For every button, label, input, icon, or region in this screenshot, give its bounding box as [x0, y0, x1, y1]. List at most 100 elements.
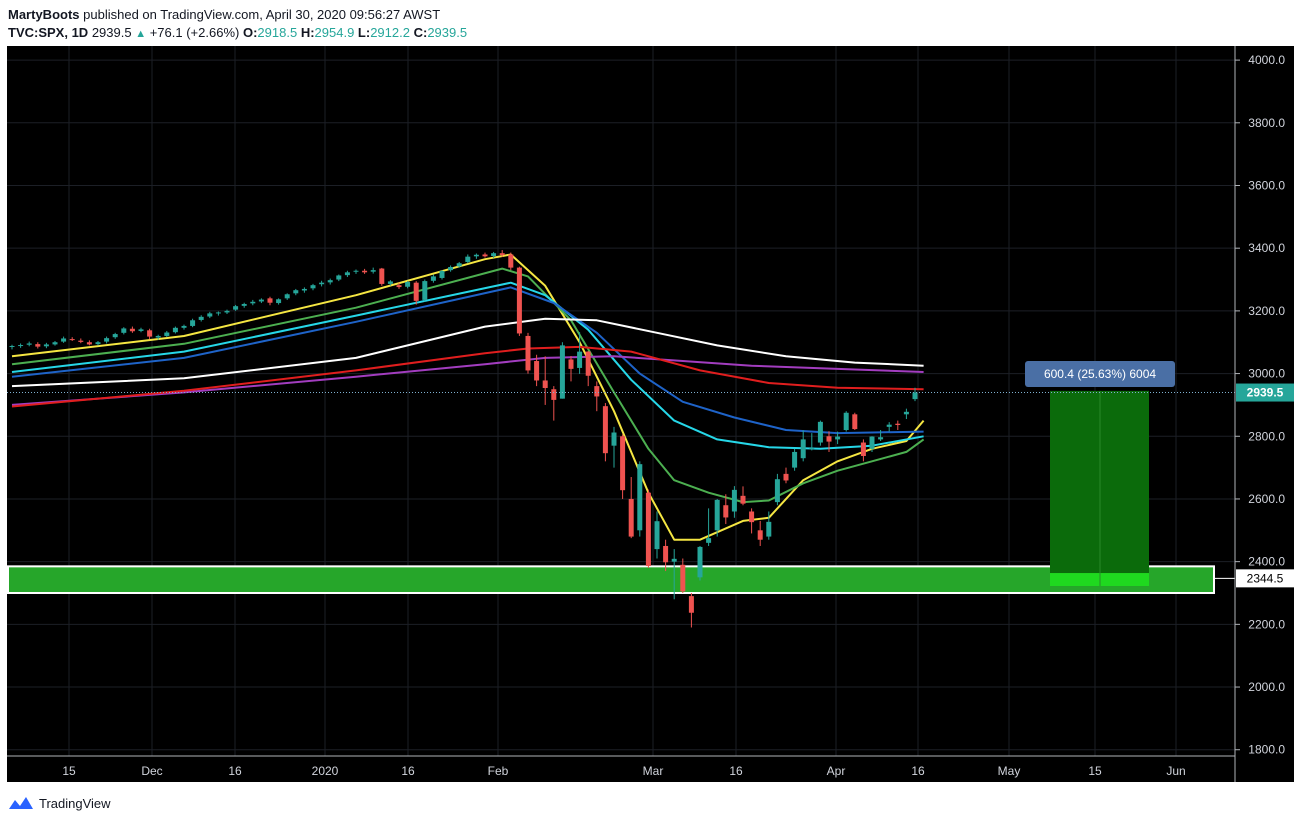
candle-body	[757, 530, 763, 540]
candle	[654, 511, 660, 559]
candle	[542, 356, 548, 405]
candle	[181, 324, 187, 330]
candle	[525, 332, 531, 374]
change-value: +76.1 (+2.66%)	[149, 25, 240, 40]
candle-body	[878, 437, 884, 440]
tradingview-brand[interactable]: TradingView	[39, 795, 111, 811]
chart-header: MartyBoots published on TradingView.com,…	[8, 6, 467, 43]
candle	[439, 270, 445, 280]
candle-body	[224, 310, 230, 313]
published-text: published on TradingView.com, April 30, …	[83, 7, 441, 22]
candle	[138, 327, 144, 333]
candle	[800, 430, 806, 462]
close-label: C:	[413, 25, 428, 40]
candle-body	[723, 505, 729, 518]
candle	[757, 520, 763, 546]
candle-body	[121, 328, 127, 333]
candle	[869, 436, 875, 452]
candle-body	[688, 596, 694, 613]
candle-body	[104, 338, 110, 342]
support-zone[interactable]	[7, 565, 1215, 594]
x-tick-label: Dec	[141, 764, 162, 778]
candle-body	[602, 406, 608, 454]
candle-body	[207, 313, 213, 317]
candle	[241, 302, 247, 308]
candle-body	[379, 268, 385, 284]
candle	[344, 270, 350, 278]
publish-line: MartyBoots published on TradingView.com,…	[8, 6, 467, 24]
candle	[645, 489, 651, 568]
chart-area[interactable]: 600.4 (25.63%) 6004 4000.0 3800.0 3600.0 34…	[7, 46, 1294, 782]
candle-body	[585, 351, 591, 376]
candle	[293, 288, 299, 296]
candle	[886, 422, 892, 432]
candle-body	[654, 521, 660, 550]
candle-body	[809, 448, 815, 450]
candle-body	[663, 545, 669, 563]
candle-body	[852, 414, 858, 430]
candle	[362, 268, 368, 274]
candle-body	[430, 276, 436, 281]
candle	[671, 549, 677, 600]
candle-body	[327, 280, 333, 283]
candle	[267, 296, 273, 306]
candle-body	[869, 436, 875, 449]
candle-body	[620, 436, 626, 491]
candle-body	[473, 254, 479, 257]
candle	[336, 274, 342, 282]
candle-body	[405, 282, 411, 287]
chart-svg[interactable]: 600.4 (25.63%) 6004 4000.0 3800.0 3600.0 34…	[7, 46, 1294, 782]
candle-body	[284, 294, 290, 299]
candle-body	[250, 301, 256, 304]
candle	[35, 342, 41, 349]
candle-body	[525, 335, 531, 371]
candle	[516, 266, 522, 336]
candle	[43, 342, 49, 349]
candle	[860, 439, 866, 462]
y-tick-label: 4000.0	[1248, 53, 1285, 67]
support-price-badge-bg	[1236, 569, 1294, 588]
candle-body	[370, 270, 376, 272]
candle	[688, 592, 694, 628]
y-axis-panel[interactable]	[1235, 46, 1294, 782]
candle-body	[61, 338, 67, 342]
candle	[69, 337, 75, 341]
measure-label[interactable]: 600.4 (25.63%) 6004	[1025, 361, 1175, 387]
candle	[852, 412, 858, 430]
candle	[413, 281, 419, 305]
publisher-name[interactable]: MartyBoots	[8, 7, 80, 22]
candle	[370, 267, 376, 274]
x-tick-label: 16	[729, 764, 743, 778]
y-tick-label: 3800.0	[1248, 116, 1285, 130]
candle	[817, 420, 823, 446]
candle	[215, 311, 221, 316]
candle-body	[86, 342, 92, 345]
candle-body	[396, 285, 402, 288]
candle	[628, 477, 634, 539]
candle	[792, 448, 798, 471]
candle-body	[155, 335, 161, 338]
x-axis-ticks: 15 Dec 16 2020 16 Feb Mar 16 Apr 16 May 15 Jun	[62, 764, 1185, 778]
tradingview-logo-icon[interactable]	[8, 795, 34, 811]
candle-body	[912, 392, 918, 400]
candle-body	[568, 359, 574, 369]
candle-body	[559, 345, 565, 399]
candle	[663, 539, 669, 572]
candle-body	[69, 339, 75, 341]
candle	[577, 332, 583, 374]
candle-body	[35, 344, 41, 347]
moving-average-line	[11, 317, 924, 388]
candle	[706, 508, 712, 546]
candle	[327, 278, 333, 285]
y-tick-label: 3000.0	[1248, 367, 1285, 381]
candle-body	[843, 412, 849, 430]
candle	[250, 299, 256, 306]
support-price-badge: 2344.5	[1236, 569, 1294, 588]
low-label: L:	[357, 25, 371, 40]
x-tick-label: Apr	[827, 764, 846, 778]
x-tick-label: Feb	[488, 764, 509, 778]
candle	[551, 386, 557, 421]
symbol-label: TVC:SPX, 1D	[8, 25, 89, 40]
candle-body	[740, 495, 746, 504]
candle-body	[26, 343, 32, 345]
